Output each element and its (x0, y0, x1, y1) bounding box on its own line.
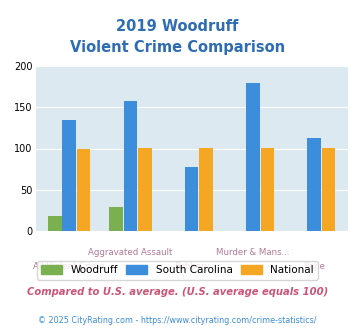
Text: Robbery: Robbery (174, 262, 210, 271)
Text: Compared to U.S. average. (U.S. average equals 100): Compared to U.S. average. (U.S. average … (27, 287, 328, 297)
Legend: Woodruff, South Carolina, National: Woodruff, South Carolina, National (37, 261, 318, 280)
Bar (261, 148, 274, 231)
Bar (62, 120, 76, 231)
Bar (109, 207, 123, 231)
Bar (48, 216, 61, 231)
Text: © 2025 CityRating.com - https://www.cityrating.com/crime-statistics/: © 2025 CityRating.com - https://www.city… (38, 316, 317, 325)
Bar (246, 82, 260, 231)
Bar (185, 167, 198, 231)
Bar (200, 148, 213, 231)
Bar (307, 138, 321, 231)
Text: 2019 Woodruff: 2019 Woodruff (116, 19, 239, 34)
Bar (77, 148, 90, 231)
Text: All Violent Crime: All Violent Crime (33, 262, 105, 271)
Text: Violent Crime Comparison: Violent Crime Comparison (70, 40, 285, 55)
Text: Murder & Mans...: Murder & Mans... (216, 248, 290, 257)
Text: Rape: Rape (303, 262, 325, 271)
Bar (138, 148, 152, 231)
Bar (124, 102, 137, 231)
Bar (322, 148, 335, 231)
Text: Aggravated Assault: Aggravated Assault (88, 248, 173, 257)
